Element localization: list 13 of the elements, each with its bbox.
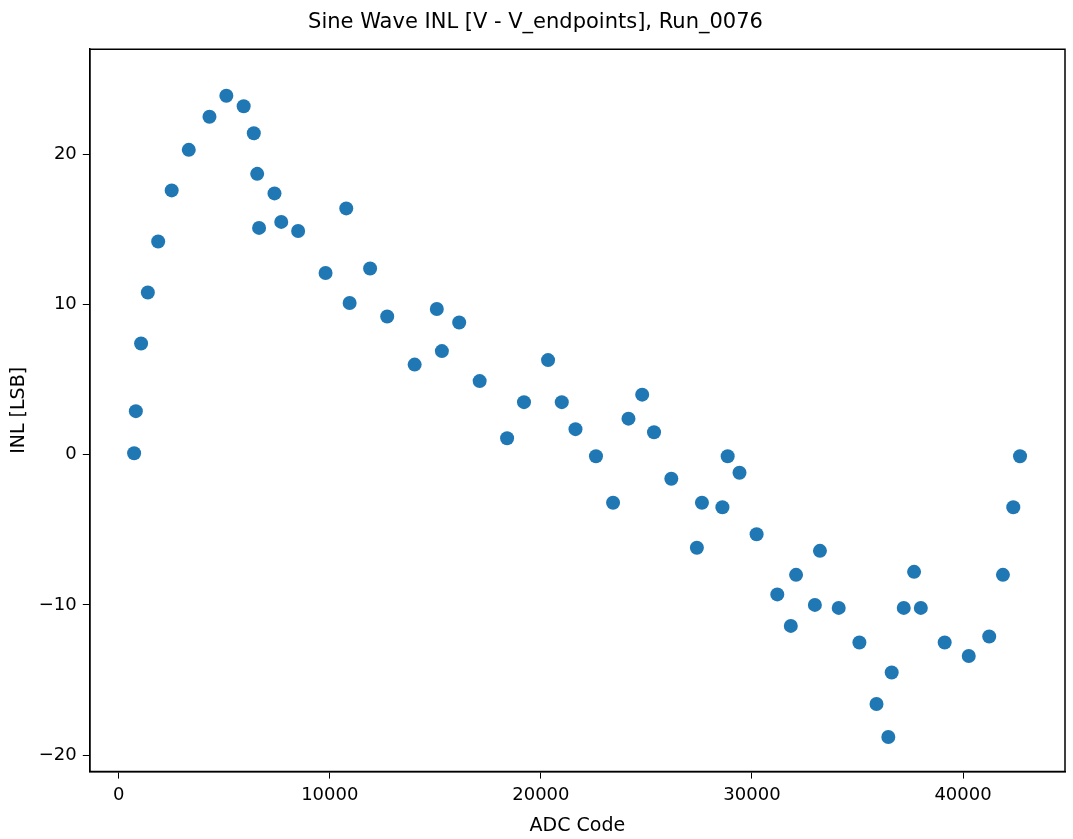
y-tick-label: −10 — [38, 592, 77, 614]
x-tick-label: 30000 — [723, 783, 781, 805]
x-tick-label: 0 — [112, 783, 125, 805]
y-tick-label: 0 — [65, 442, 77, 464]
y-tick-label: 10 — [53, 292, 77, 314]
y-axis-title: INL [LSB] — [6, 366, 29, 454]
x-tick-label: 10000 — [301, 783, 359, 805]
x-tick-label: 40000 — [934, 783, 992, 805]
y-tick-label: −20 — [38, 742, 77, 764]
x-axis-title: ADC Code — [529, 812, 626, 835]
x-tick-label: 20000 — [512, 783, 570, 805]
chart-title: Sine Wave INL [V - V_endpoints], Run_0076 — [308, 9, 763, 35]
y-tick-label: 20 — [53, 142, 77, 163]
